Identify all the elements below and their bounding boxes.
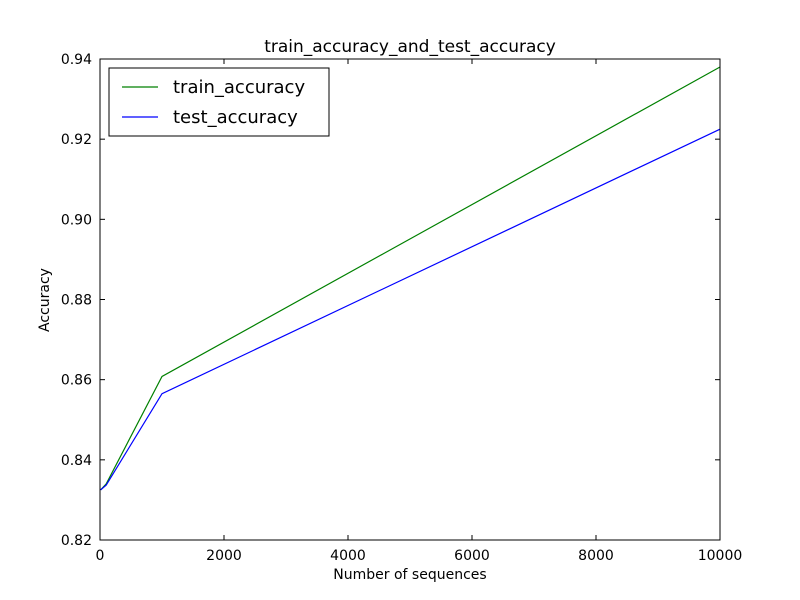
- y-tick-label: 0.94: [61, 52, 92, 68]
- y-tick-label: 0.92: [61, 132, 92, 148]
- y-tick-label: 0.90: [61, 212, 92, 228]
- y-tick-label: 0.88: [61, 293, 92, 309]
- x-tick-label: 10000: [698, 548, 743, 564]
- y-axis-label: Accuracy: [37, 268, 53, 332]
- legend: train_accuracy test_accuracy: [108, 67, 330, 137]
- x-tick-label: 4000: [330, 548, 366, 564]
- y-tick-label: 0.82: [61, 533, 92, 549]
- series-line-test-accuracy: [100, 128, 721, 491]
- x-tick-label: 2000: [206, 548, 242, 564]
- y-tick-label: 0.84: [61, 453, 92, 469]
- x-axis-label: Number of sequences: [333, 567, 486, 583]
- x-tick-label: 0: [96, 548, 105, 564]
- y-tick-label: 0.86: [61, 373, 92, 389]
- legend-label-test-accuracy: test_accuracy: [173, 107, 298, 128]
- legend-box: [108, 67, 330, 137]
- ticks-layer: 0 2000 4000 6000 8000 10000 0.82 0.84 0.86 0.88 0.…: [61, 52, 742, 564]
- x-tick-label: 8000: [578, 548, 614, 564]
- chart-title: train_accuracy_and_test_accuracy: [264, 37, 556, 57]
- legend-label-train-accuracy: train_accuracy: [173, 77, 305, 98]
- x-tick-label: 6000: [454, 548, 490, 564]
- series-layer: [100, 66, 721, 491]
